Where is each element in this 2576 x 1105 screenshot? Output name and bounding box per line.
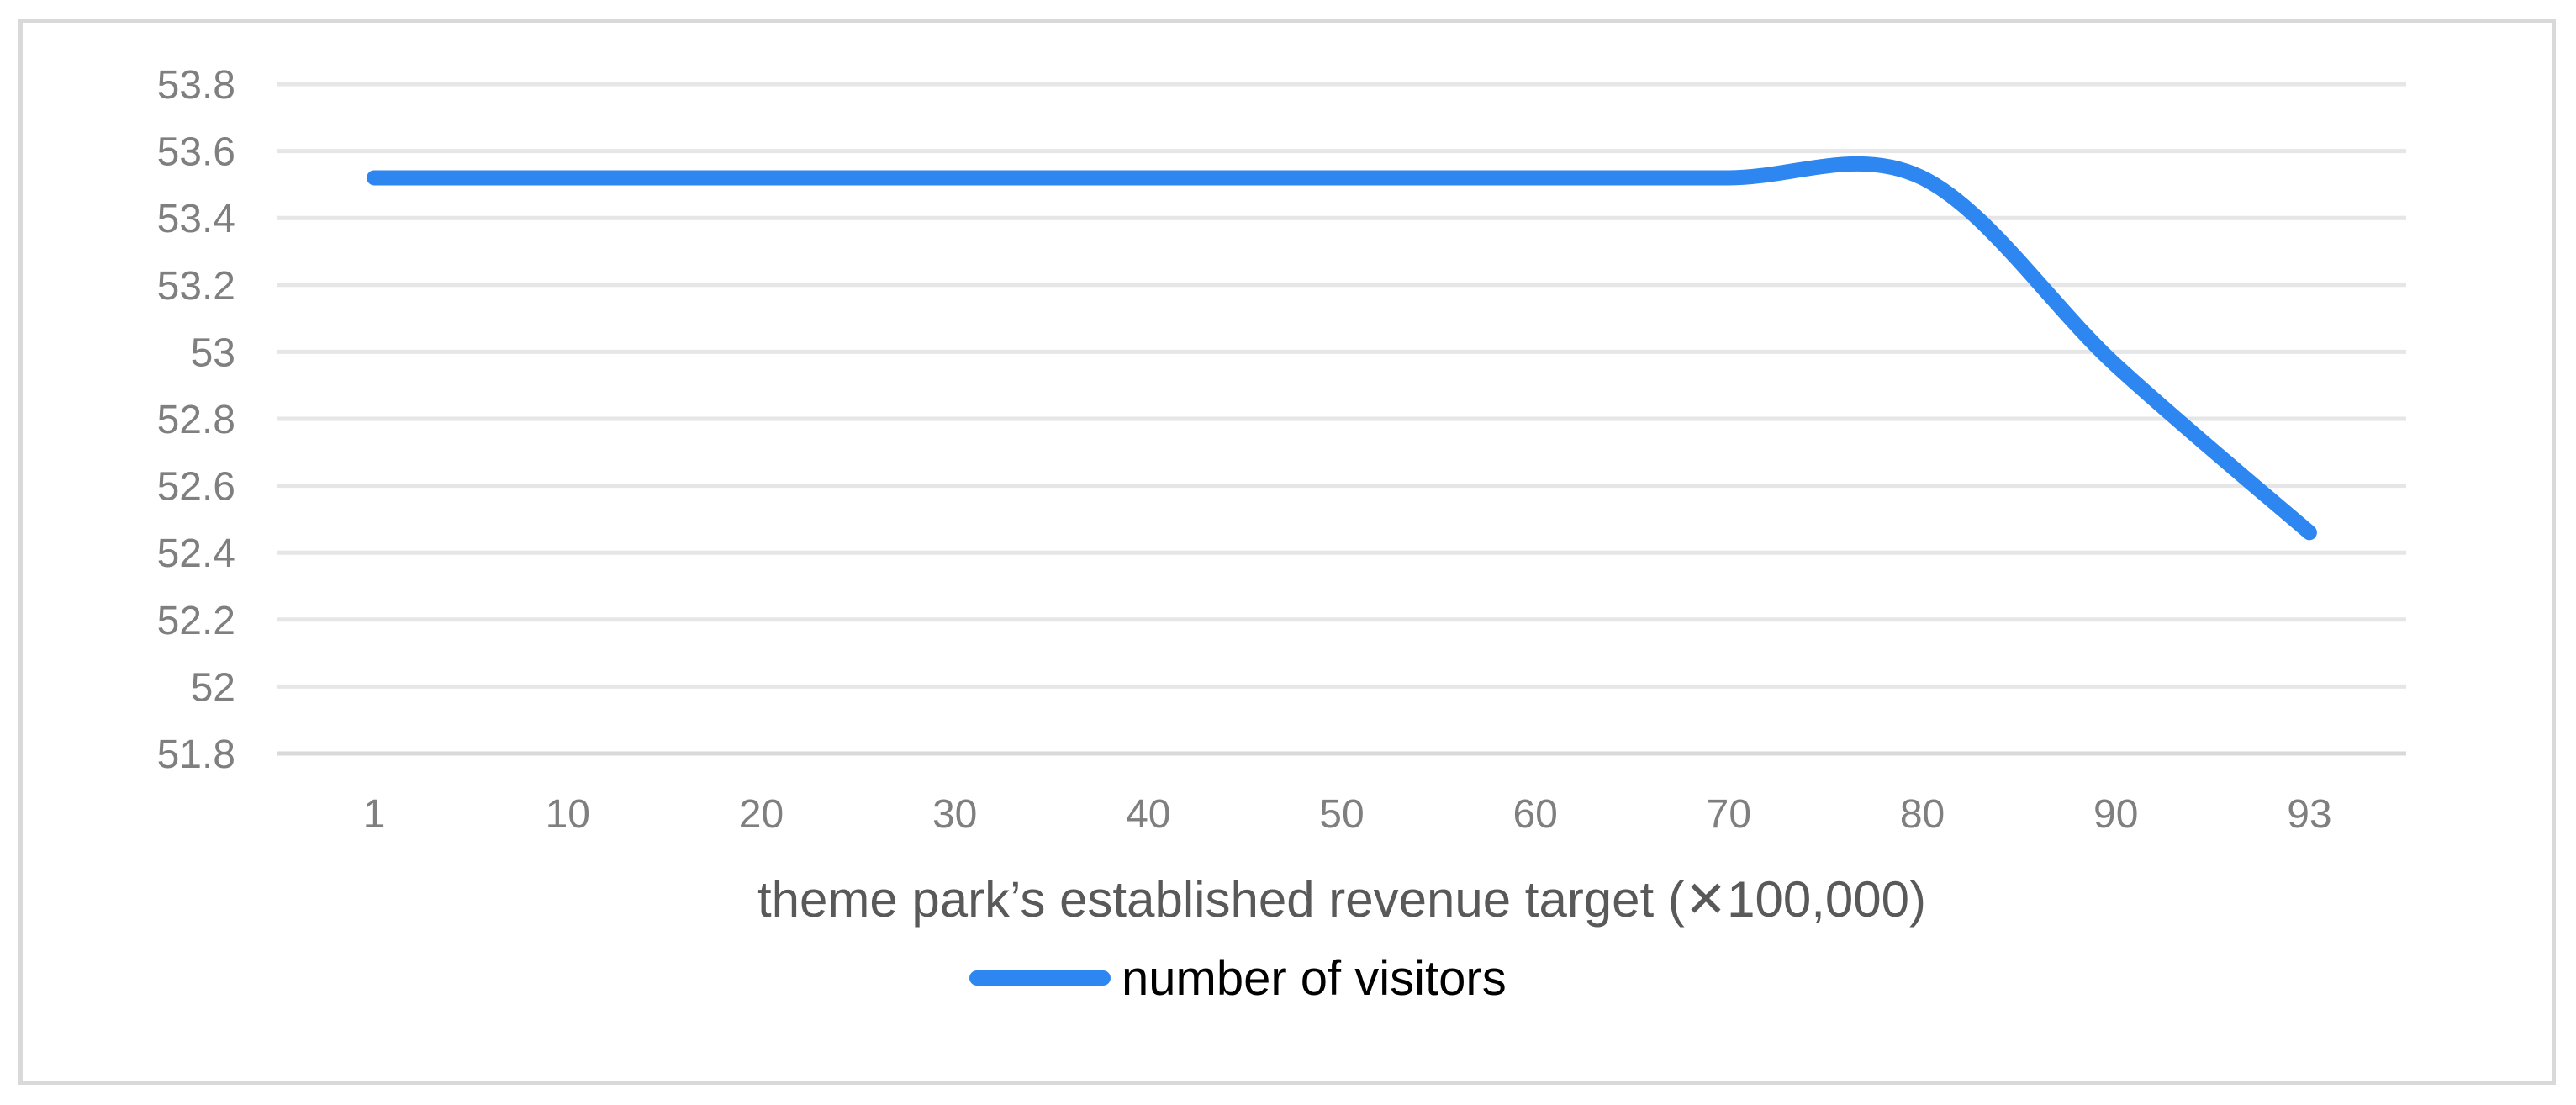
- x-tick-label: 60: [1512, 792, 1557, 837]
- x-axis-tick-labels: 1 10 20 30 40 50 60 70 80 90 93: [363, 792, 2332, 837]
- y-axis-tick-labels: 51.8 52 52.2 52.4 52.6 52.8 53 53.2 53.4 53.6 53.8: [157, 63, 235, 777]
- x-tick-label: 10: [546, 792, 590, 837]
- x-tick-label: 70: [1707, 792, 1751, 837]
- x-tick-label: 30: [932, 792, 977, 837]
- x-tick-label: 20: [739, 792, 784, 837]
- y-tick-label: 51.8: [157, 732, 235, 777]
- y-tick-label: 53.6: [157, 130, 235, 175]
- y-tick-label: 52: [191, 665, 235, 710]
- legend-label-number-of-visitors: number of visitors: [1122, 951, 1507, 1006]
- x-tick-label: 40: [1126, 792, 1170, 837]
- y-tick-label: 53.4: [157, 197, 235, 241]
- x-tick-label: 1: [363, 792, 386, 837]
- y-tick-label: 53: [191, 330, 235, 375]
- x-tick-label: 80: [1900, 792, 1945, 837]
- y-tick-label: 53.2: [157, 264, 235, 309]
- y-tick-label: 53.8: [157, 63, 235, 108]
- x-tick-label: 93: [2287, 792, 2331, 837]
- y-tick-label: 52.4: [157, 531, 235, 576]
- series-line-number-of-visitors: [367, 156, 2317, 541]
- x-tick-label: 50: [1319, 792, 1364, 837]
- gridlines: [277, 82, 2406, 689]
- x-axis-title: theme park’s established revenue target …: [757, 871, 1926, 928]
- x-tick-label: 90: [2093, 792, 2138, 837]
- y-tick-label: 52.6: [157, 465, 235, 510]
- y-tick-label: 52.8: [157, 398, 235, 442]
- y-tick-label: 52.2: [157, 599, 235, 643]
- series-layer: [367, 156, 2317, 541]
- legend: number of visitors: [969, 951, 1507, 1006]
